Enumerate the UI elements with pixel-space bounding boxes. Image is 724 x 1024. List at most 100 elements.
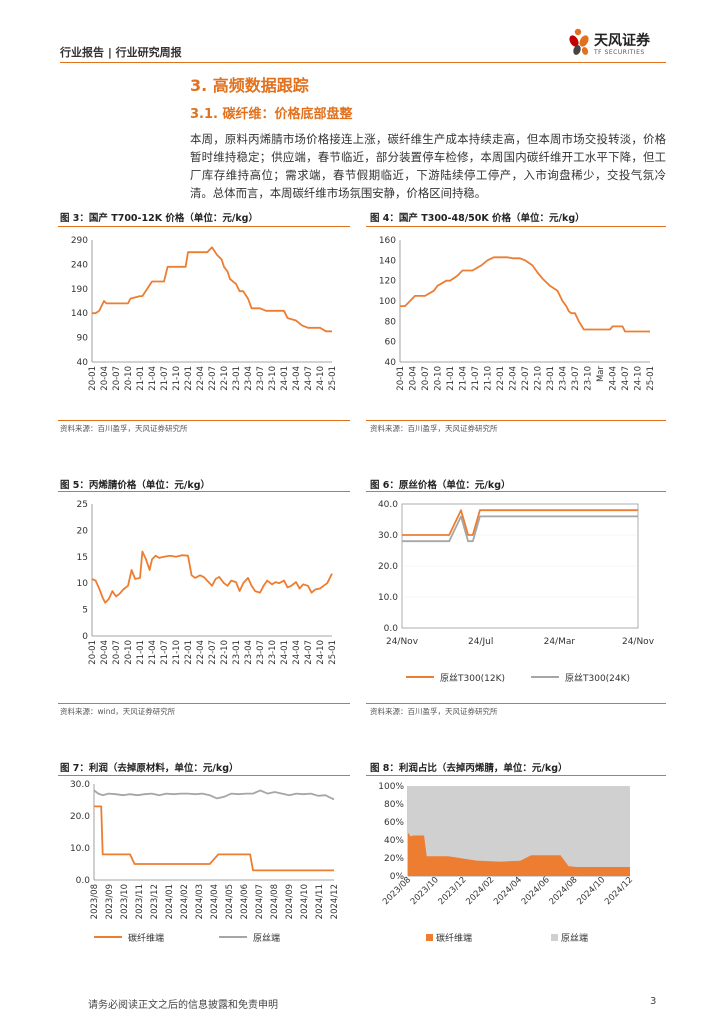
x-tick-label: 21-10 bbox=[172, 640, 182, 665]
x-tick-label: 2023/10 bbox=[120, 884, 130, 919]
x-tick-label: 23-04 bbox=[244, 640, 254, 665]
header-rule bbox=[60, 62, 666, 63]
figure-4-title: 图 4：国产 T300-48/50K 价格（单位：元/kg） bbox=[370, 213, 585, 224]
figure-7-title: 图 7：利润（去掉原材料，单位：元/kg） bbox=[60, 763, 239, 774]
y-tick-label: 30.0 bbox=[70, 780, 90, 790]
figure-6-source-rule bbox=[366, 703, 666, 704]
x-tick-label: 2024/06 bbox=[240, 884, 250, 919]
legend-swatch bbox=[551, 934, 558, 941]
x-tick-label: 22-01 bbox=[496, 366, 506, 391]
x-tick-label: 23-04 bbox=[244, 366, 254, 391]
legend-label: 原丝端 bbox=[561, 932, 588, 944]
brand-name-en: TF SECURITIES bbox=[594, 49, 645, 56]
series-line-0 bbox=[402, 509, 638, 536]
x-tick-label: 22-10 bbox=[220, 640, 230, 665]
x-tick-label: 23-01 bbox=[232, 640, 242, 665]
legend-label: 原丝T300(24K) bbox=[565, 672, 630, 684]
x-tick-label: 22-10 bbox=[220, 366, 230, 391]
x-tick-label: 21-10 bbox=[484, 366, 494, 391]
x-tick-label: 23-01 bbox=[546, 366, 556, 391]
figure-5-title: 图 5：丙烯腈价格（单位：元/kg） bbox=[60, 480, 211, 491]
y-tick-label: 15 bbox=[77, 553, 88, 563]
x-tick-label: 2024/12 bbox=[330, 884, 340, 919]
figure-4-source: 资料来源：百川盈孚，天风证券研究所 bbox=[370, 424, 498, 433]
x-tick-label: 22-07 bbox=[521, 366, 531, 391]
series-line-1 bbox=[93, 789, 335, 801]
figure-6-source: 资料来源：百川盈孚，天风证券研究所 bbox=[370, 707, 498, 716]
figure-4-source-rule bbox=[366, 420, 666, 421]
x-tick-label: 2024/05 bbox=[225, 884, 235, 919]
x-tick-label: 20-04 bbox=[100, 640, 110, 665]
brand-logo: 天风证券 TF SECURITIES bbox=[568, 26, 678, 62]
x-tick-label: 2024/03 bbox=[195, 884, 205, 919]
x-tick-label: 22-01 bbox=[184, 640, 194, 665]
figure-3-source: 资料来源：百川盈孚，天风证券研究所 bbox=[60, 424, 188, 433]
x-tick-label: Mar bbox=[596, 366, 606, 383]
x-tick-label: 24-07 bbox=[304, 640, 314, 665]
x-tick-label: 21-04 bbox=[148, 366, 158, 391]
report-header-title: 行业报告 | 行业研究周报 bbox=[60, 46, 182, 59]
x-tick-label: 24-07 bbox=[304, 366, 314, 391]
y-tick-label: 20 bbox=[77, 526, 89, 536]
x-tick-label: 2023/12 bbox=[150, 884, 160, 919]
series-line-0 bbox=[92, 246, 332, 333]
y-tick-label: 90 bbox=[77, 334, 89, 344]
figure-8-chart: 100%80%60%40%20%0%2023/082023/102023/122… bbox=[378, 782, 635, 944]
x-tick-label: 20-10 bbox=[124, 640, 134, 665]
figure-6-title: 图 6：原丝价格（单位：元/kg） bbox=[370, 480, 511, 491]
x-tick-label: 2024/12 bbox=[603, 875, 635, 907]
x-tick-label: 23-04 bbox=[559, 366, 569, 391]
figure-5-chart: 25 20 15 10 5 020-01 20-04 20-07 20-10 21-01 21-04… bbox=[77, 500, 338, 665]
x-tick-label: 2024/09 bbox=[285, 884, 295, 919]
figure-3-title: 图 3：国产 T700-12K 价格（单位：元/kg） bbox=[60, 213, 258, 224]
y-tick-label: 60 bbox=[385, 338, 397, 348]
x-tick-label: 21-01 bbox=[136, 640, 146, 665]
x-tick-label: 25-01 bbox=[646, 366, 656, 391]
page-number: 3 bbox=[650, 996, 657, 1007]
x-tick-label: 24-01 bbox=[280, 640, 290, 665]
series-line-0 bbox=[91, 550, 333, 604]
legend-swatch bbox=[426, 934, 433, 941]
legend-label: 原丝T300(12K) bbox=[440, 672, 505, 684]
figure-5-rule bbox=[58, 491, 350, 492]
y-tick-label: 140 bbox=[379, 256, 396, 266]
x-tick-label: 2024/08 bbox=[548, 875, 580, 907]
x-tick-label: 23-01 bbox=[232, 366, 242, 391]
x-tick-label: 24/Mar bbox=[544, 637, 576, 647]
y-tick-label: 40 bbox=[385, 358, 397, 368]
x-tick-label: 22-10 bbox=[534, 366, 544, 391]
y-tick-label: 80% bbox=[384, 800, 404, 810]
brand-logo-mark bbox=[569, 28, 589, 55]
figure-6-rule bbox=[366, 491, 666, 492]
x-tick-label: 2023/11 bbox=[135, 884, 145, 919]
y-tick-label: 40.0 bbox=[378, 500, 398, 510]
y-tick-label: 140 bbox=[71, 309, 88, 319]
y-tick-label: 0% bbox=[390, 872, 405, 882]
y-tick-label: 20.0 bbox=[70, 812, 90, 822]
y-tick-label: 10.0 bbox=[70, 844, 90, 854]
figure-8-rule bbox=[366, 775, 666, 776]
series-line-0 bbox=[400, 256, 650, 333]
x-tick-label: 2024/04 bbox=[210, 884, 220, 919]
x-tick-label: 21-07 bbox=[160, 640, 170, 665]
y-tick-label: 190 bbox=[71, 285, 88, 295]
x-tick-label: 24-10 bbox=[634, 366, 644, 391]
figure-5-source-rule bbox=[58, 703, 350, 704]
figure-5-source: 资料来源：wind，天风证券研究所 bbox=[60, 707, 176, 716]
x-tick-label: 2024/10 bbox=[300, 884, 310, 919]
x-tick-label: 25-01 bbox=[328, 366, 338, 391]
x-tick-label: 23-07 bbox=[256, 366, 266, 391]
x-tick-label: 24/Nov bbox=[386, 637, 419, 647]
y-tick-label: 160 bbox=[379, 236, 396, 246]
x-tick-label: 24-04 bbox=[609, 366, 619, 391]
x-tick-label: 20-10 bbox=[124, 366, 134, 391]
x-tick-label: 2023/10 bbox=[409, 875, 441, 907]
subsection-title: 3.1. 碳纤维：价格底部盘整 bbox=[190, 107, 353, 122]
x-tick-label: 22-04 bbox=[196, 366, 206, 391]
y-tick-label: 100 bbox=[379, 297, 396, 307]
x-tick-label: 2024/07 bbox=[255, 884, 265, 919]
y-tick-label: 40 bbox=[77, 358, 89, 368]
x-tick-label: 2024/02 bbox=[180, 884, 190, 919]
